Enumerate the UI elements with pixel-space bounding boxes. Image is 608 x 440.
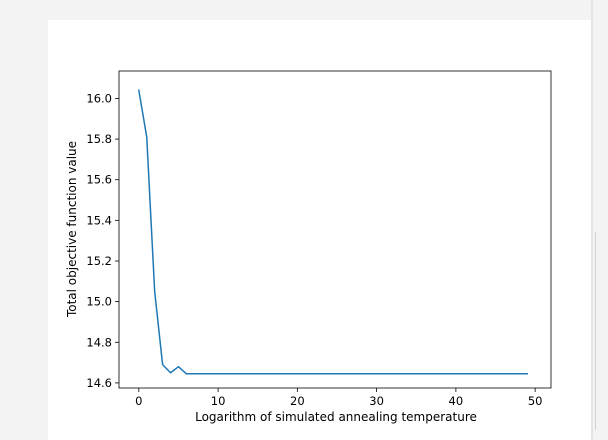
cell-divider	[591, 0, 593, 440]
y-tick-label: 15.6	[86, 173, 112, 187]
x-tick-label: 40	[449, 394, 464, 408]
series-line-0	[137, 89, 528, 375]
x-tick-label: 30	[369, 394, 384, 408]
y-tick-label: 16.0	[86, 91, 112, 105]
plot-area	[118, 70, 552, 389]
y-tick-label: 14.6	[86, 376, 112, 390]
y-tick-label: 14.8	[86, 335, 112, 349]
scrollbar-track	[595, 232, 596, 430]
axes-frame	[118, 70, 552, 389]
y-tick-label: 15.4	[86, 213, 112, 227]
y-axis-label: Total objective function value	[65, 141, 79, 318]
x-tick-label: 50	[528, 394, 543, 408]
y-tick-label: 15.0	[86, 295, 112, 309]
y-tick-label: 15.8	[86, 132, 112, 146]
x-tick-label: 20	[290, 394, 305, 408]
y-tick-label: 15.2	[86, 254, 112, 268]
axis-ticks: 0 10 20 30 40 50 14.6 14.8 15.0 15.2 15.4 15.6 15.8 1…	[86, 91, 542, 408]
x-axis-label: Logarithm of simulated annealing tempera…	[195, 410, 477, 424]
x-tick-label: 0	[135, 394, 142, 408]
x-tick-label: 10	[211, 394, 226, 408]
